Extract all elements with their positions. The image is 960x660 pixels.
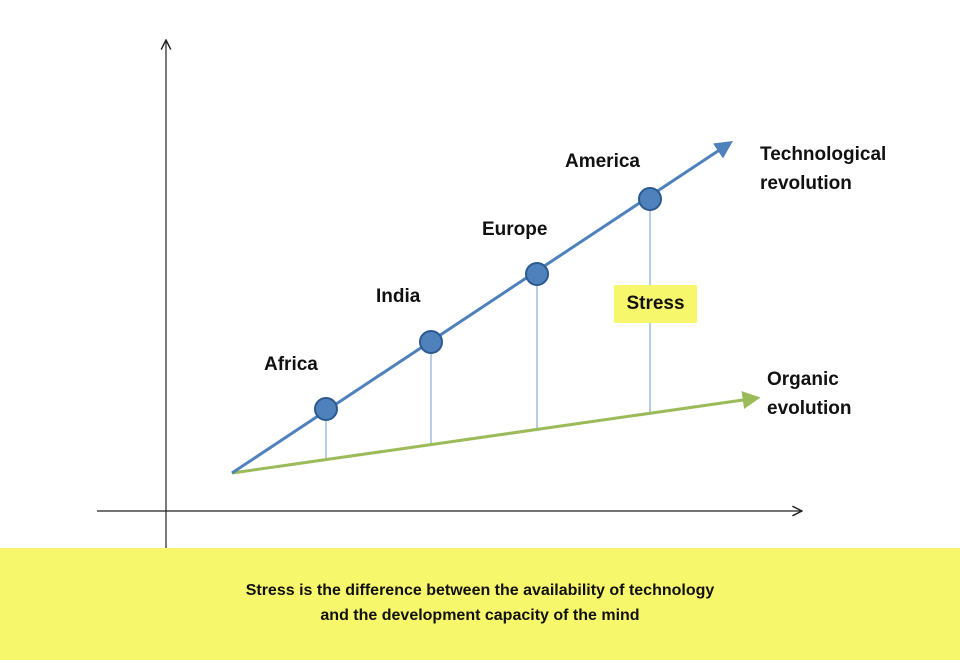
point-label-europe: Europe (482, 219, 548, 240)
caption-line-1: Stress is the difference between the ava… (245, 582, 715, 599)
point-india (419, 330, 443, 354)
point-label-america: America (565, 151, 640, 172)
caption-line-2: and the development capacity of the mind (320, 607, 640, 624)
organic-evolution-line (231, 391, 761, 475)
region-points (314, 187, 662, 421)
point-america (638, 187, 662, 211)
stress-label: Stress (614, 285, 697, 323)
organic-line-label-2: evolution (767, 398, 852, 419)
point-europe (525, 262, 549, 286)
tech-line-label: Technological revolution (760, 140, 886, 198)
point-africa (314, 397, 338, 421)
organic-line-label: Organic evolution (767, 365, 851, 423)
tech-line-label-2: revolution (760, 173, 852, 194)
caption-band (0, 548, 960, 660)
tech-line-label-1: Technological (760, 144, 887, 165)
caption: Stress is the difference between the ava… (0, 578, 960, 628)
stress-connectors (325, 209, 651, 460)
point-label-africa: Africa (264, 354, 318, 375)
point-label-india: India (376, 286, 421, 307)
organic-line-label-1: Organic (767, 369, 839, 390)
